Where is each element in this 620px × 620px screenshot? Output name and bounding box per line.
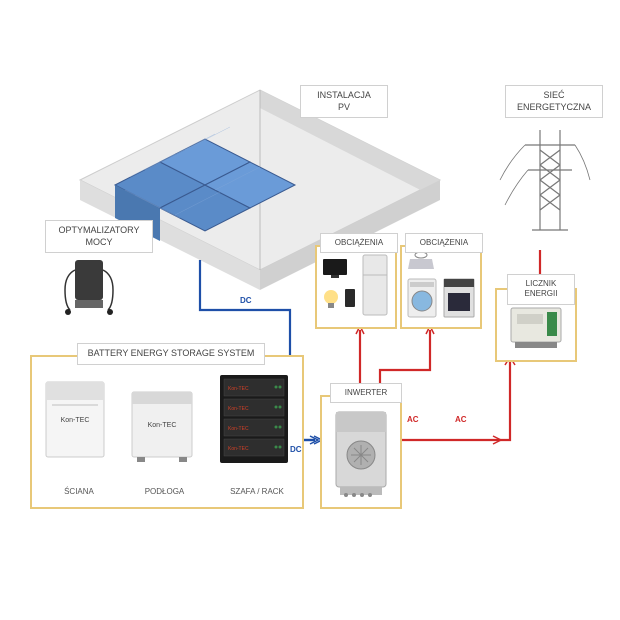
grid-tower <box>500 130 590 230</box>
dc-label-1: DC <box>240 296 252 305</box>
dc-label-2: DC <box>290 445 302 454</box>
label-installation: INSTALACJA PV <box>300 85 388 118</box>
svg-text:Kon-TEC: Kon-TEC <box>148 422 177 429</box>
ac-label-1: AC <box>407 415 419 424</box>
label-optimizers: OPTYMALIZATORY MOCY <box>45 220 153 253</box>
inverter-block: INWERTER <box>320 395 402 509</box>
svg-text:Kon-TEC: Kon-TEC <box>61 417 90 424</box>
ac-label-2: AC <box>455 415 467 424</box>
optimizer-device <box>60 250 120 320</box>
svg-text:Kon-TEC: Kon-TEC <box>228 446 249 452</box>
svg-text:Kon-TEC: Kon-TEC <box>228 406 249 412</box>
svg-text:Kon-TEC: Kon-TEC <box>228 426 249 432</box>
loads-block-1: OBCIĄŻENIA <box>315 245 397 329</box>
label-grid: SIEĆ ENERGETYCZNA <box>505 85 603 118</box>
meter-block: LICZNIK ENERGII <box>495 288 577 362</box>
loads-block-2: OBCIĄŻENIA <box>400 245 482 329</box>
svg-text:Kon-TEC: Kon-TEC <box>228 386 249 392</box>
bess-block: BATTERY ENERGY STORAGE SYSTEM Kon-TEC Ko… <box>30 355 304 509</box>
